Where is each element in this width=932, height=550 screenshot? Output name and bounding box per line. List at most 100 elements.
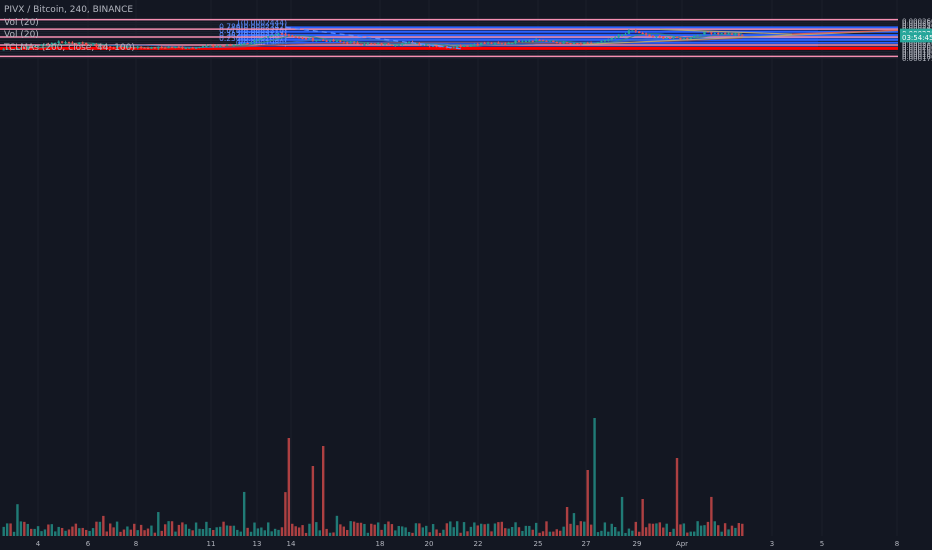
candle-body <box>260 38 263 40</box>
candle-body <box>528 40 531 42</box>
volume-bar <box>376 522 380 536</box>
candle-body <box>572 43 576 45</box>
volume-bar <box>370 523 373 536</box>
y-tick-label: 0.0001900 <box>902 49 932 57</box>
fib-label: 0.5(0.0002217) <box>229 28 287 37</box>
candle-body <box>78 42 81 44</box>
indicator-vol-1[interactable]: Vol (20) <box>4 17 39 28</box>
volume-bar <box>181 522 184 536</box>
candle-body <box>246 42 249 44</box>
candle-body <box>545 40 548 42</box>
volume-bar <box>57 526 60 536</box>
volume-bar <box>452 527 455 536</box>
candle-body <box>500 43 504 45</box>
volume-bar <box>421 527 425 536</box>
volume-bar <box>617 531 620 536</box>
volume-bar <box>737 523 741 536</box>
candle-body <box>212 45 215 47</box>
volume-bar <box>153 532 157 536</box>
volume-bar <box>569 523 572 536</box>
volume-bar <box>638 531 641 536</box>
candle-body <box>562 42 565 44</box>
candle-body <box>109 46 112 48</box>
volume-bar <box>486 523 490 536</box>
volume-bar <box>273 528 277 536</box>
x-tick-label: 4 <box>36 540 41 548</box>
candle-body <box>675 37 679 39</box>
volume-bar <box>19 521 23 536</box>
volume-bar <box>572 513 576 536</box>
volume-bar <box>50 524 54 536</box>
symbol-title[interactable]: PIVX / Bitcoin, 240, BINANCE <box>4 5 134 15</box>
volume-bar <box>212 530 215 536</box>
indicator-vol-2[interactable]: Vol (20) <box>4 30 39 40</box>
candle-body <box>713 33 717 35</box>
volume-bar <box>2 526 5 536</box>
x-tick-label: 8 <box>134 540 138 548</box>
candle-body <box>71 42 74 44</box>
candle-body <box>256 39 260 41</box>
candle-body <box>603 39 607 42</box>
volume-bar <box>418 523 421 536</box>
candle-body <box>627 30 631 34</box>
candle-body <box>43 44 47 46</box>
volume-bar <box>225 525 229 536</box>
volume-bar <box>332 532 335 536</box>
candle-body <box>679 37 682 40</box>
volume-bar <box>325 528 328 536</box>
volume-bar <box>510 526 514 536</box>
volume-bar <box>263 530 266 536</box>
candle-body <box>177 46 181 48</box>
candle-body <box>308 38 311 40</box>
fib-anchor-dashed-line <box>285 26 463 50</box>
volume-bar <box>407 531 411 536</box>
volume-bar <box>150 525 153 536</box>
volume-bar <box>689 531 692 536</box>
volume-bar <box>455 521 459 536</box>
candle-body <box>404 42 407 44</box>
candle-body <box>696 35 699 37</box>
candle-body <box>23 48 26 50</box>
candle-body <box>476 44 479 46</box>
candle-body <box>270 35 273 37</box>
candle-body <box>418 43 421 45</box>
candle-body <box>242 42 246 45</box>
volume-bar <box>40 531 43 536</box>
candle-body <box>47 44 50 46</box>
candle-body <box>5 48 9 50</box>
indicator-tclmas[interactable]: TCLMAs (200, close, 44, 100) <box>4 42 135 53</box>
candle-body <box>710 32 713 34</box>
candle-body <box>672 37 675 39</box>
candle-body <box>682 38 686 40</box>
volume-bar <box>607 531 610 536</box>
candle-body <box>583 42 586 44</box>
volume-bar <box>170 521 174 536</box>
candle-body <box>452 47 455 49</box>
candle-body <box>665 37 668 39</box>
volume-bar <box>631 530 634 536</box>
candle-body <box>734 33 737 35</box>
candle-body <box>565 42 569 44</box>
volume-bar <box>672 528 675 536</box>
candle-body <box>167 47 170 49</box>
volume-bar <box>531 529 534 536</box>
volume-bar <box>679 524 682 536</box>
volume-bar <box>504 528 507 536</box>
x-tick-label: 29 <box>633 540 642 548</box>
volume-bar <box>469 526 473 536</box>
candle-body <box>720 33 723 35</box>
volume-bar <box>5 523 9 536</box>
time-axis[interactable]: 4 6 8 11 13 14 18 20 22 25 27 29 Apr 3 5 8 <box>36 540 899 548</box>
y-tick-label: 0.0002550 <box>902 20 932 28</box>
volume-bar <box>655 523 658 536</box>
candle-body <box>531 40 534 42</box>
candle-body <box>253 40 256 43</box>
volume-bar <box>741 523 744 536</box>
candle-body <box>236 44 239 46</box>
volume-bar <box>174 531 177 536</box>
volume-bar <box>473 522 476 536</box>
fib-label: 0.382(0.0002163) <box>219 31 287 40</box>
volume-bar <box>528 525 531 536</box>
